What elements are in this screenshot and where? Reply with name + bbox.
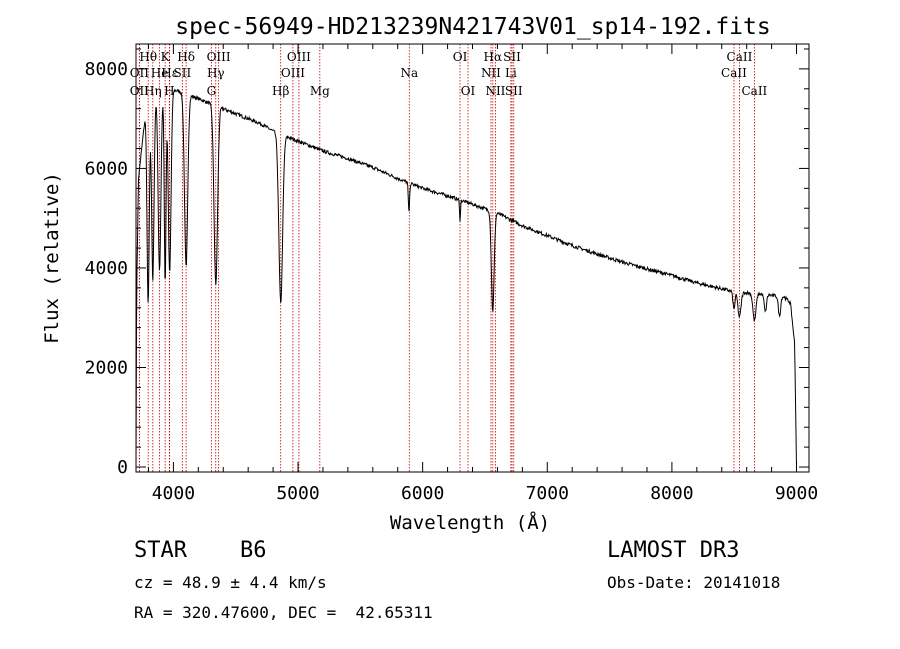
line-marker-label: CaII [721, 66, 747, 80]
line-marker-label: Hθ [139, 50, 157, 64]
x-tick-label: 6000 [401, 483, 444, 504]
line-marker-label: OIII [281, 66, 305, 80]
y-axis-label: Flux (relative) [41, 172, 63, 344]
line-marker-label: Mg [310, 84, 330, 98]
survey-name: LAMOST DR3 [607, 538, 740, 563]
line-marker-label: OIII [207, 50, 231, 64]
line-marker-label: Hδ [177, 50, 195, 64]
x-tick-label: 8000 [650, 483, 693, 504]
y-tick-label: 8000 [85, 59, 128, 80]
line-marker-label: SII [503, 50, 521, 64]
line-marker-label: OII [130, 84, 150, 98]
line-marker-label: SII [174, 66, 192, 80]
x-tick-label: 7000 [526, 483, 569, 504]
line-marker-label: H [164, 84, 174, 98]
line-marker-label: SII [505, 84, 523, 98]
line-marker-label: Hβ [272, 84, 289, 98]
x-tick-label: 5000 [276, 483, 319, 504]
line-marker-label: OI [461, 84, 476, 98]
object-class: STAR [134, 538, 187, 563]
y-tick-label: 2000 [85, 357, 128, 378]
y-tick-label: 4000 [85, 258, 128, 279]
line-marker-label: Li [505, 66, 517, 80]
coordinates-text: RA = 320.47600, DEC = 42.65311 [134, 603, 433, 622]
line-marker-label: K [161, 50, 171, 64]
line-marker-label: CaII [727, 50, 753, 64]
line-marker-label: Hγ [207, 66, 225, 80]
obs-date-text: Obs-Date: 20141018 [607, 573, 781, 592]
line-marker-label: Hα [484, 50, 503, 64]
y-tick-label: 6000 [85, 158, 128, 179]
y-tick-label: 0 [117, 457, 128, 478]
x-tick-label: 4000 [152, 483, 195, 504]
line-marker-label: CaII [741, 84, 767, 98]
plot-frame [135, 43, 810, 473]
object-subclass: B6 [240, 538, 267, 563]
line-marker-label: OII [130, 66, 150, 80]
line-marker-label: Hε [161, 66, 178, 80]
chart-title: spec-56949-HD213239N421743V01_sp14-192.f… [175, 14, 770, 40]
line-marker-label: G [207, 84, 217, 98]
line-marker-label: Hη [144, 84, 162, 98]
line-marker-label: NII [481, 66, 501, 80]
x-tick-label: 9000 [775, 483, 818, 504]
line-marker-label: Na [400, 66, 418, 80]
redshift-text: cz = 48.9 ± 4.4 km/s [134, 573, 327, 592]
line-marker-label: OI [453, 50, 468, 64]
spectrum-line [135, 88, 797, 468]
line-marker-label: NII [485, 84, 505, 98]
x-axis-label: Wavelength (Å) [390, 511, 550, 534]
line-marker-label: OIII [287, 50, 311, 64]
line-marker-label: He [151, 66, 169, 80]
